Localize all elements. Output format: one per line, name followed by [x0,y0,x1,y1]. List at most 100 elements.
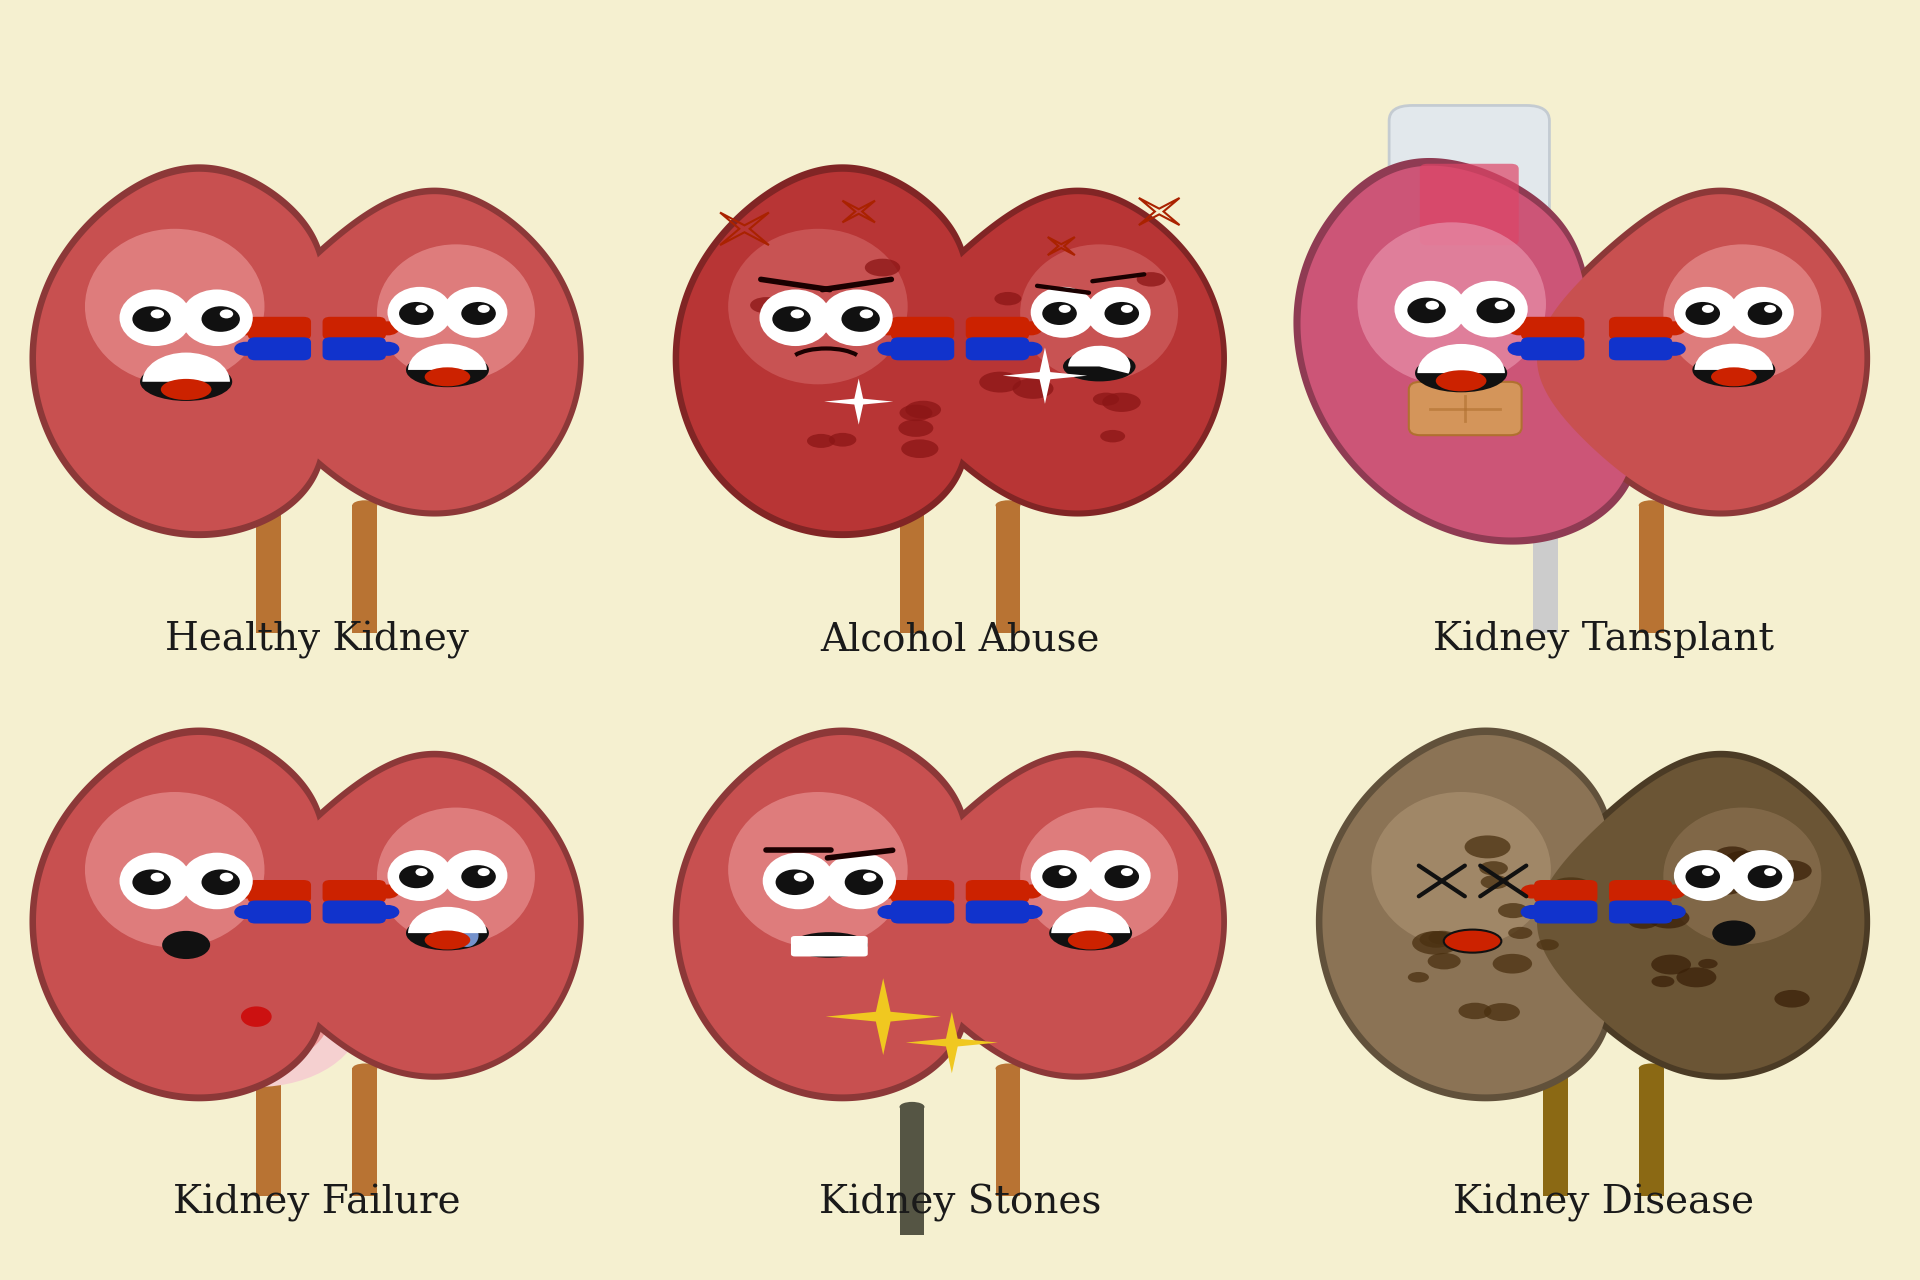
Polygon shape [887,751,1227,1080]
Bar [1640,1069,1663,1197]
Ellipse shape [1031,287,1094,338]
Ellipse shape [1020,321,1043,335]
Polygon shape [36,735,321,1094]
Text: Alcohol Abuse: Alcohol Abuse [820,622,1100,658]
Bar [996,506,1021,634]
FancyBboxPatch shape [1534,881,1597,904]
Ellipse shape [1676,968,1716,987]
FancyBboxPatch shape [966,338,1029,361]
Bar [1640,506,1663,634]
Ellipse shape [877,342,900,356]
Circle shape [1747,865,1782,888]
Circle shape [150,873,163,882]
Bar [353,506,376,634]
Ellipse shape [791,932,868,957]
Ellipse shape [1020,244,1179,381]
Wedge shape [1052,906,1131,933]
FancyBboxPatch shape [323,317,386,340]
Ellipse shape [180,852,253,909]
Ellipse shape [820,314,864,335]
Ellipse shape [1663,342,1686,356]
Polygon shape [826,978,941,1055]
Ellipse shape [405,353,490,388]
Circle shape [1425,301,1438,310]
Circle shape [772,306,810,332]
Ellipse shape [762,852,835,909]
Ellipse shape [1137,273,1165,287]
Polygon shape [680,172,964,531]
Ellipse shape [1020,808,1179,945]
Ellipse shape [84,792,265,947]
Circle shape [1686,865,1720,888]
Polygon shape [906,1011,998,1073]
Ellipse shape [995,1064,1021,1074]
Ellipse shape [877,321,900,335]
Ellipse shape [1663,884,1686,899]
FancyBboxPatch shape [1609,338,1672,361]
Ellipse shape [234,321,257,335]
Ellipse shape [1407,972,1428,983]
Ellipse shape [1465,836,1511,859]
Text: Kidney Disease: Kidney Disease [1453,1184,1753,1222]
Ellipse shape [1077,303,1112,321]
Ellipse shape [255,1064,282,1074]
Circle shape [399,865,434,888]
Ellipse shape [161,931,209,959]
Ellipse shape [442,910,465,933]
Text: Kidney Failure: Kidney Failure [173,1184,461,1222]
FancyBboxPatch shape [1421,164,1519,246]
Ellipse shape [388,850,451,901]
FancyBboxPatch shape [323,901,386,924]
FancyBboxPatch shape [1609,901,1672,924]
Ellipse shape [760,289,831,346]
Ellipse shape [1536,940,1559,950]
Ellipse shape [1048,916,1133,950]
Circle shape [1764,868,1776,876]
Circle shape [1104,865,1139,888]
Ellipse shape [1484,1004,1521,1021]
FancyBboxPatch shape [891,901,954,924]
FancyBboxPatch shape [1390,105,1549,266]
Circle shape [791,310,804,319]
Ellipse shape [1459,1002,1492,1019]
Polygon shape [824,379,893,425]
Circle shape [478,305,490,312]
FancyBboxPatch shape [966,901,1029,924]
Circle shape [1764,305,1776,312]
Ellipse shape [1428,931,1457,945]
Ellipse shape [353,1064,376,1074]
FancyBboxPatch shape [791,936,868,956]
Ellipse shape [180,289,253,346]
Ellipse shape [1651,975,1674,987]
Ellipse shape [376,342,399,356]
Ellipse shape [255,500,282,511]
Ellipse shape [1428,952,1461,969]
Polygon shape [1300,165,1632,538]
Ellipse shape [728,229,908,384]
Ellipse shape [1663,244,1822,381]
FancyBboxPatch shape [1609,317,1672,340]
Circle shape [1494,301,1507,310]
Ellipse shape [1394,280,1467,338]
Ellipse shape [1020,342,1043,356]
Ellipse shape [119,852,192,909]
Bar [353,1069,376,1197]
Circle shape [415,868,428,876]
Bar [996,1069,1021,1197]
Circle shape [793,873,806,882]
Ellipse shape [1730,287,1793,338]
Polygon shape [887,188,1227,517]
Ellipse shape [1730,850,1793,901]
Circle shape [219,310,232,319]
Ellipse shape [824,852,897,909]
FancyBboxPatch shape [1609,881,1672,904]
Ellipse shape [1371,792,1551,947]
Ellipse shape [1774,989,1811,1007]
FancyBboxPatch shape [323,338,386,361]
Wedge shape [1068,346,1131,374]
Ellipse shape [1507,321,1530,335]
Bar [257,506,282,634]
Ellipse shape [899,1102,925,1112]
Ellipse shape [388,287,451,338]
Ellipse shape [1628,914,1659,929]
